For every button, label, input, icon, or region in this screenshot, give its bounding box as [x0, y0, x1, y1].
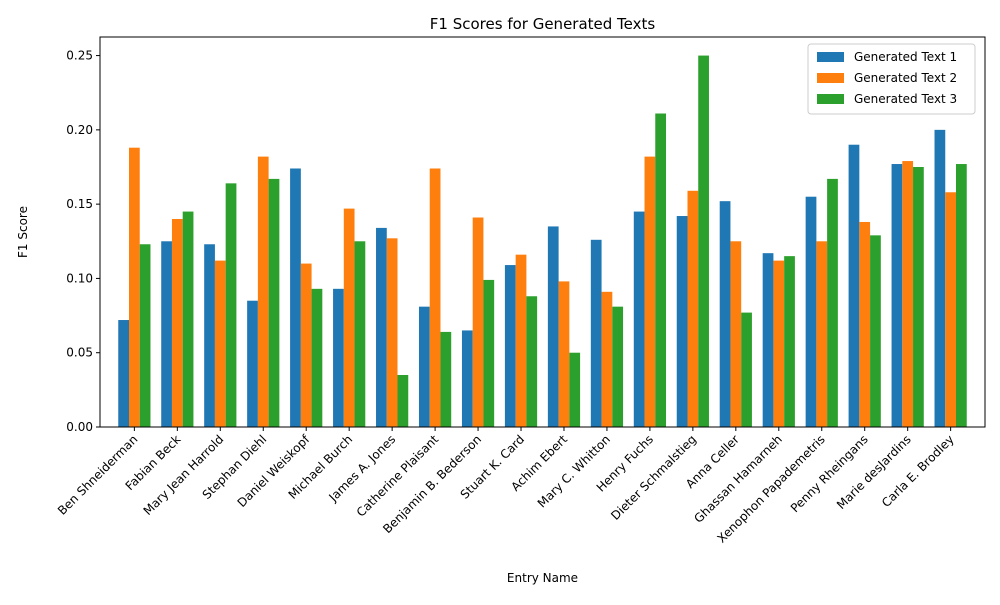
legend-swatch [817, 94, 844, 104]
bar-series2-9 [515, 254, 527, 427]
bar-series2-0 [129, 147, 140, 427]
legend-swatch [817, 73, 844, 83]
legend: Generated Text 1 Generated Text 2 Generate… [807, 43, 976, 115]
bar-series1-13 [676, 216, 688, 427]
legend-label: Generated Text 3 [854, 92, 957, 106]
bar-series2-12 [644, 156, 656, 427]
y-tick-label: 0.25 [66, 49, 93, 63]
bar-series3-8 [483, 279, 495, 427]
bar-series1-17 [848, 144, 860, 427]
bar-series3-7 [440, 331, 452, 427]
bar-series1-11 [590, 239, 602, 427]
bar-series3-3 [268, 178, 280, 427]
bar-series2-2 [214, 260, 226, 427]
bar-series2-15 [773, 260, 785, 427]
bar-series2-16 [816, 241, 828, 427]
x-tick-label: Daniel Weiskopf [235, 432, 313, 510]
bar-series2-8 [472, 217, 484, 427]
bar-series3-17 [870, 235, 881, 427]
bar-series2-5 [343, 208, 355, 427]
bar-series2-11 [601, 291, 613, 427]
bar-series3-14 [741, 312, 752, 427]
bar-series3-1 [182, 211, 194, 427]
legend-swatch [817, 52, 844, 62]
bar-series3-2 [225, 183, 237, 427]
y-tick-label: 0.20 [66, 123, 93, 137]
y-tick-label: 0.15 [66, 197, 93, 211]
bar-series2-7 [429, 168, 441, 428]
x-tick-label: Penny Rheingans [788, 432, 871, 515]
bar-series1-15 [762, 253, 774, 427]
bar-series1-12 [633, 211, 645, 427]
legend-label: Generated Text 1 [854, 50, 957, 64]
bar-series1-3 [247, 300, 258, 427]
bar-series1-10 [547, 226, 559, 427]
bar-series2-17 [859, 221, 871, 427]
bars-group [118, 55, 967, 428]
bar-series1-4 [290, 168, 301, 428]
bar-series2-10 [558, 281, 570, 427]
bar-series2-13 [687, 190, 699, 427]
bar-series1-18 [891, 164, 903, 427]
bar-series2-18 [902, 161, 914, 427]
bar-series2-19 [945, 192, 956, 427]
y-tick-label: 0.00 [66, 420, 93, 434]
x-tick-label: Carla E. Brodley [879, 432, 957, 510]
bar-series2-14 [730, 241, 742, 427]
y-axis-ticks: 0.00 0.05 0.10 0.15 0.20 0.25 [66, 49, 100, 434]
bar-series2-4 [300, 263, 312, 427]
bar-series1-9 [504, 265, 516, 427]
y-tick-label: 0.10 [66, 271, 93, 285]
bar-series3-0 [139, 244, 151, 427]
bar-series1-8 [461, 330, 473, 427]
bar-series2-1 [171, 219, 183, 427]
legend-box [807, 43, 976, 115]
bar-series3-12 [655, 113, 667, 427]
bar-series3-6 [397, 375, 409, 427]
x-tick-label: Ben Shneiderman [55, 432, 141, 518]
bar-series1-5 [333, 288, 344, 427]
bar-series3-10 [569, 352, 581, 427]
x-tick-label: Mary Jean Harrold [141, 432, 227, 518]
bar-series3-19 [956, 164, 967, 427]
x-tick-label: Mary C. Whitton [535, 432, 613, 510]
y-axis-label: F1 Score [16, 206, 30, 258]
x-tick-label: Marie desJardins [834, 432, 914, 512]
bar-series1-16 [805, 196, 817, 427]
bar-series3-9 [526, 296, 538, 427]
bar-series2-3 [257, 156, 269, 427]
bar-series3-16 [827, 178, 838, 427]
bar-series3-5 [354, 241, 366, 427]
x-axis-label: Entry Name [507, 571, 578, 585]
bar-series3-18 [913, 167, 924, 427]
bar-series1-2 [204, 244, 215, 427]
bar-series1-1 [161, 241, 172, 427]
bar-series3-11 [612, 306, 624, 427]
bar-series1-19 [934, 129, 946, 428]
bar-series3-13 [698, 55, 709, 427]
bar-series2-6 [386, 238, 398, 427]
bar-series3-15 [784, 256, 795, 427]
bar-series1-6 [376, 227, 387, 427]
chart-title: F1 Scores for Generated Texts [430, 15, 656, 33]
bar-series1-7 [418, 306, 430, 427]
x-tick-label: Catherine Plaisant [354, 432, 442, 520]
bar-series1-0 [118, 320, 129, 427]
bar-series3-4 [311, 288, 323, 427]
bar-series1-14 [719, 201, 731, 427]
plot-frame [99, 36, 986, 428]
legend-label: Generated Text 2 [854, 71, 957, 85]
y-tick-label: 0.05 [66, 346, 93, 360]
